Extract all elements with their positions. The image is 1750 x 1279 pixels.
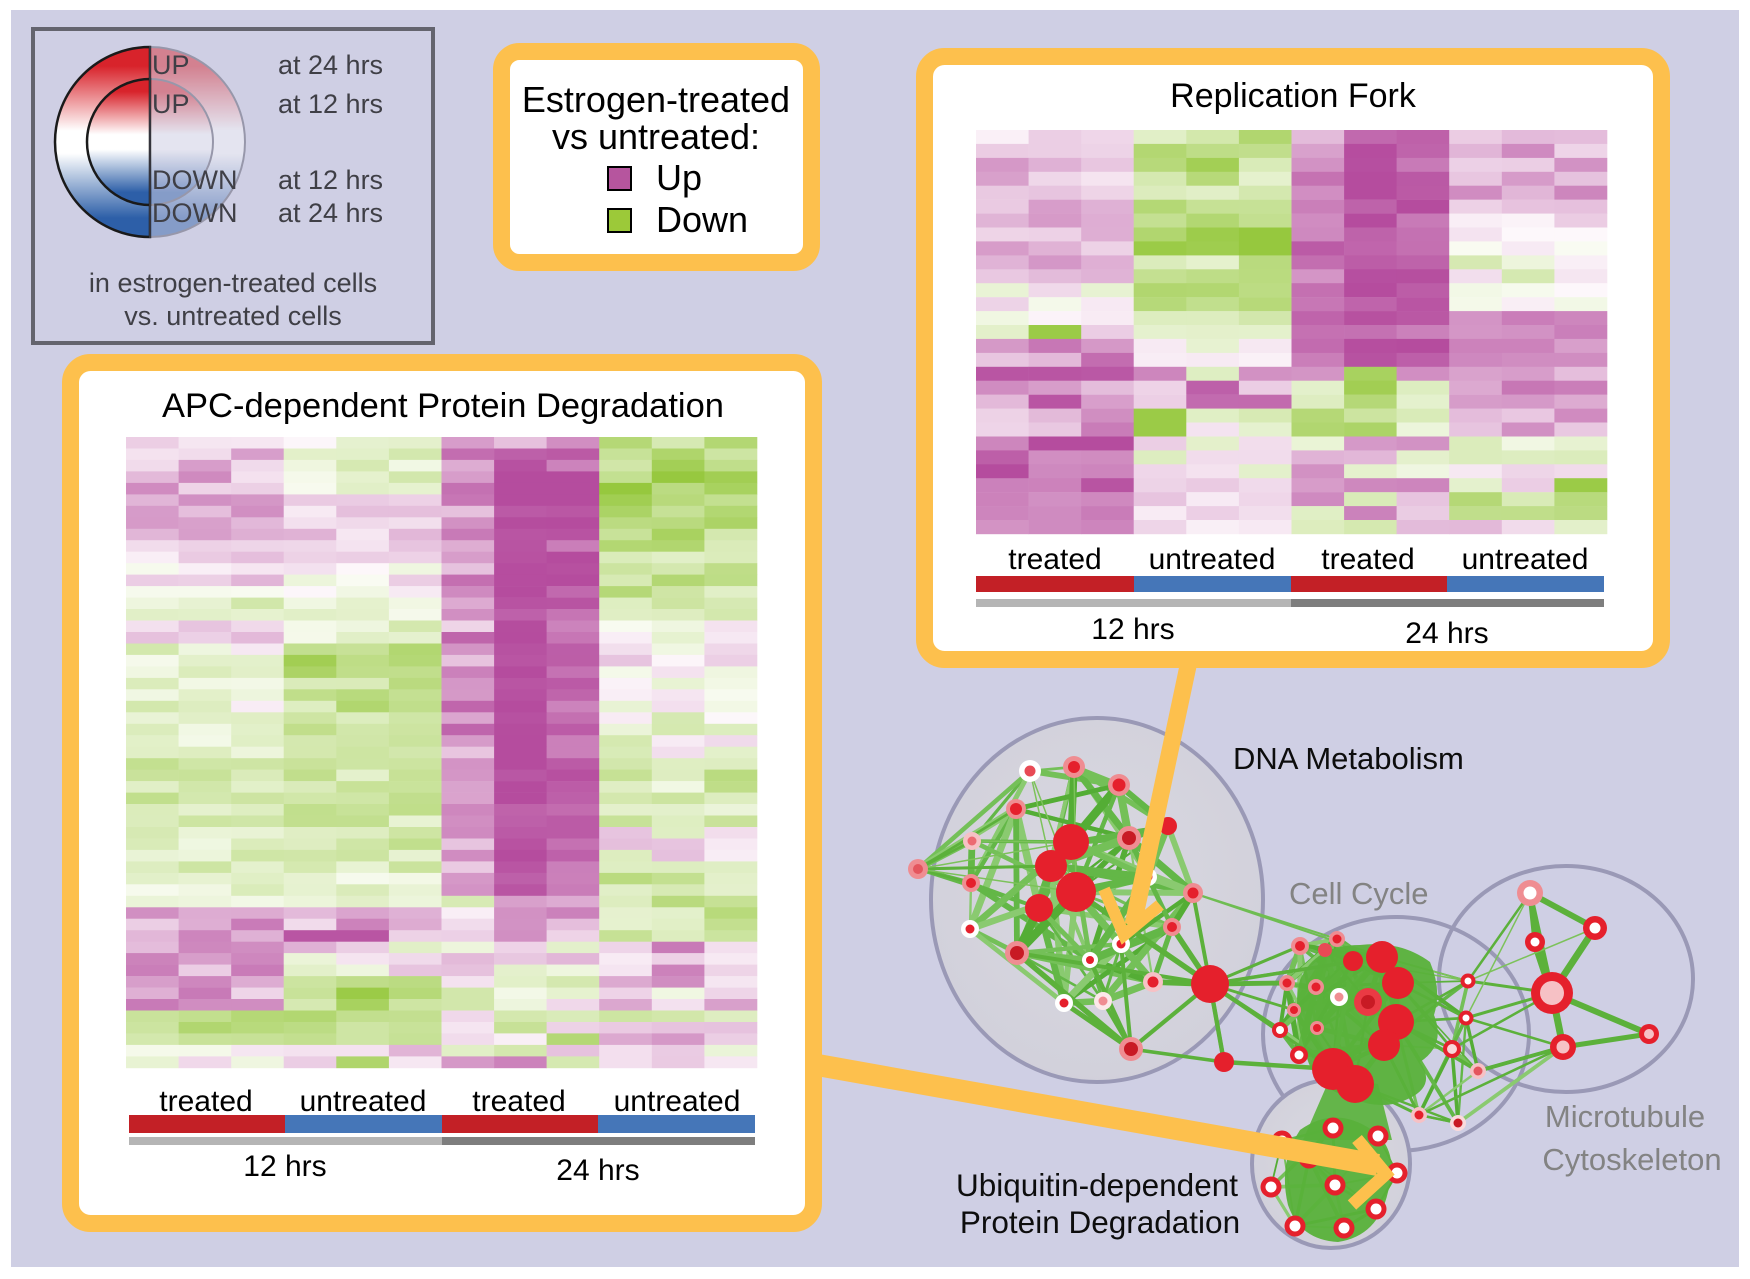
svg-text:untreated: untreated [1149,543,1276,576]
svg-text:Up: Up [656,157,702,198]
svg-text:at 12 hrs: at 12 hrs [278,165,383,195]
svg-text:12 hrs: 12 hrs [243,1150,326,1183]
svg-text:DOWN: DOWN [152,165,237,195]
svg-text:vs untreated:: vs untreated: [552,116,760,157]
svg-text:in estrogen-treated cells: in estrogen-treated cells [89,268,377,298]
svg-text:treated: treated [472,1085,565,1118]
svg-text:at 24 hrs: at 24 hrs [278,50,383,80]
svg-text:treated: treated [159,1085,252,1118]
svg-text:UP: UP [152,50,190,80]
svg-text:DNA Metabolism: DNA Metabolism [1233,741,1464,776]
svg-text:DOWN: DOWN [152,198,237,228]
svg-text:Cell Cycle: Cell Cycle [1289,876,1429,911]
svg-text:APC-dependent Protein Degradat: APC-dependent Protein Degradation [162,387,724,425]
svg-text:at 24 hrs: at 24 hrs [278,198,383,228]
svg-text:Estrogen-treated: Estrogen-treated [522,79,790,120]
svg-text:UP: UP [152,89,190,119]
svg-text:at 12 hrs: at 12 hrs [278,89,383,119]
svg-text:Down: Down [656,199,748,240]
svg-text:untreated: untreated [614,1085,741,1118]
svg-text:Replication Fork: Replication Fork [1170,77,1417,115]
svg-text:Cytoskeleton: Cytoskeleton [1542,1142,1721,1177]
svg-text:Microtubule: Microtubule [1545,1099,1705,1134]
svg-text:untreated: untreated [300,1085,427,1118]
svg-text:treated: treated [1321,543,1414,576]
svg-text:Protein Degradation: Protein Degradation [960,1204,1240,1240]
svg-text:untreated: untreated [1462,543,1589,576]
svg-text:treated: treated [1008,543,1101,576]
svg-text:24 hrs: 24 hrs [556,1154,639,1187]
svg-text:24 hrs: 24 hrs [1405,617,1488,650]
svg-text:Ubiquitin-dependent: Ubiquitin-dependent [956,1167,1238,1203]
svg-text:vs. untreated cells: vs. untreated cells [124,301,342,331]
svg-text:12 hrs: 12 hrs [1091,613,1174,646]
